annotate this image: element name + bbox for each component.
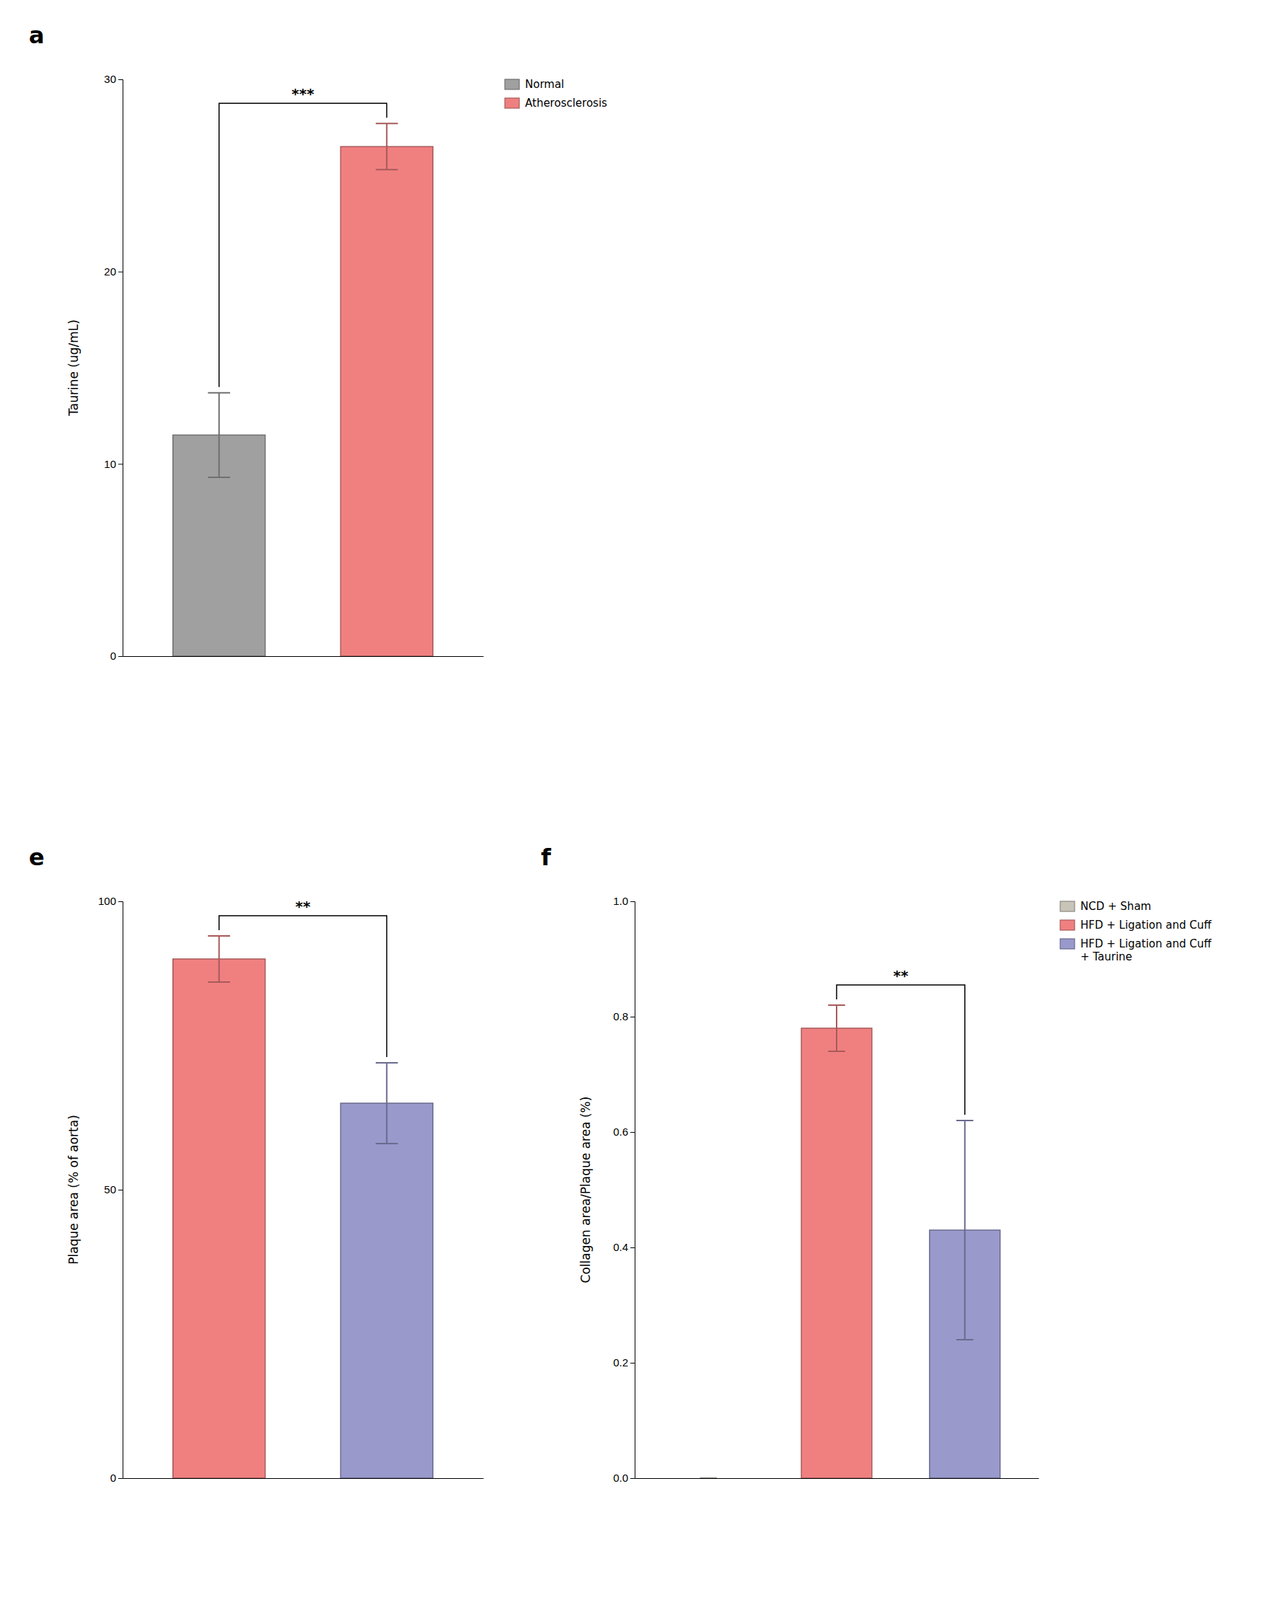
panel-title: e [28,843,45,872]
tick-label: 1.0 [613,895,629,908]
y-axis-line [118,80,124,658]
tick-label: 10 [103,457,117,471]
y-tick: 0.2 [613,1356,635,1369]
y-tick: 0.4 [613,1241,635,1254]
y-axis-title: Collagen area/Plaque area (%) [578,1096,593,1284]
legend-label: Atherosclerosis [525,96,608,110]
bar [801,1028,872,1479]
significance-bracket [219,103,388,387]
tick-label: 30 [103,72,117,86]
tick-mark [118,1190,123,1191]
y-axis-line [630,902,636,1480]
y-tick: 0.8 [613,1010,635,1023]
panel: 0.0 0.2 0.4 0.6 0.8 1.0 ** Collagen area/Plaque… [540,843,1212,1485]
error-bar [207,936,231,983]
y-tick: 100 [98,895,123,908]
tick-mark [630,1363,635,1364]
y-axis: 0 50 100 [98,895,124,1485]
x-axis [635,1478,1040,1480]
tick-mark [630,1478,635,1480]
y-axis: 0 10 20 30 [103,72,123,663]
significance-label: *** [291,85,315,103]
plot-area [699,1005,1000,1479]
bar [340,1103,433,1479]
y-tick: 30 [103,72,123,86]
tick-label: 50 [103,1183,117,1196]
tick-label: 0 [110,1472,117,1485]
y-axis-title: Taurine (ug/mL) [66,319,81,417]
tick-mark [630,1247,635,1249]
significance-bracket [219,915,388,1058]
error-bar [827,1005,845,1052]
tick-label: 0 [110,649,117,663]
tick-label: 0.2 [613,1356,629,1369]
figure: 0 10 20 30 *** Taurine (ug/mL) a Normal Atherosc… [0,0,1278,1600]
panel-title: f [540,843,552,872]
tick-label: 0.6 [613,1125,629,1139]
x-axis-line [123,656,484,658]
error-bar [375,123,399,170]
error-bar [699,1477,717,1479]
y-axis: 0.0 0.2 0.4 0.6 0.8 1.0 [613,895,635,1485]
bar [672,1477,744,1479]
tick-mark [118,656,123,658]
y-axis-line [118,902,124,1480]
legend-swatch [1060,901,1075,912]
legend-label: NCD + Sham [1080,900,1152,914]
tick-mark [118,79,123,81]
y-tick: 0 [110,1472,123,1485]
y-tick: 0 [110,649,123,663]
plot-area [173,936,433,1479]
x-axis-line [123,1478,484,1480]
legend-label: HFD + Ligation and Cuff [1080,918,1212,932]
y-tick: 20 [103,265,123,278]
y-tick: 0.0 [613,1472,635,1485]
significance-bracket [836,985,965,1116]
tick-label: 0.0 [613,1472,629,1485]
panel-title: a [28,21,45,50]
tick-mark [118,901,123,903]
legend: Normal Atherosclerosis [504,77,608,110]
panel: 0 50 100 ** Plaque area (% of aorta) e [28,843,484,1485]
y-tick: 50 [103,1183,123,1196]
bar [173,959,266,1479]
legend-swatch [504,98,520,109]
tick-label: 0.8 [613,1010,629,1023]
x-axis [123,1478,484,1480]
tick-label: 0.4 [613,1241,629,1254]
y-tick: 0.6 [613,1125,635,1139]
x-axis [123,656,484,658]
plot-area [173,123,433,657]
legend-label: HFD + Ligation and Cuff+ Taurine [1080,937,1212,964]
tick-mark [630,1132,635,1134]
significance-label: ** [295,897,311,916]
y-axis-title: Plaque area (% of aorta) [66,1115,81,1266]
error-bar [956,1120,973,1341]
legend: NCD + Sham HFD + Ligation and Cuff HFD + L… [1060,900,1212,964]
tick-mark [118,463,123,465]
tick-mark [118,271,123,273]
significance-label: ** [892,967,909,985]
panel: 0 10 20 30 *** Taurine (ug/mL) a Normal Atherosc… [28,21,608,663]
legend-label: Normal [525,77,564,91]
tick-mark [118,1478,123,1480]
error-bar [375,1063,399,1144]
y-tick: 10 [103,457,123,471]
tick-label: 20 [103,265,117,278]
tick-mark [630,1016,635,1018]
y-tick: 1.0 [613,895,635,908]
error-bar [207,393,231,478]
tick-label: 100 [98,895,117,908]
bar [340,146,433,657]
legend-swatch [1060,920,1075,931]
tick-mark [630,901,635,903]
legend-swatch [1060,939,1075,950]
legend-swatch [504,79,520,90]
x-axis-line [635,1478,1040,1480]
